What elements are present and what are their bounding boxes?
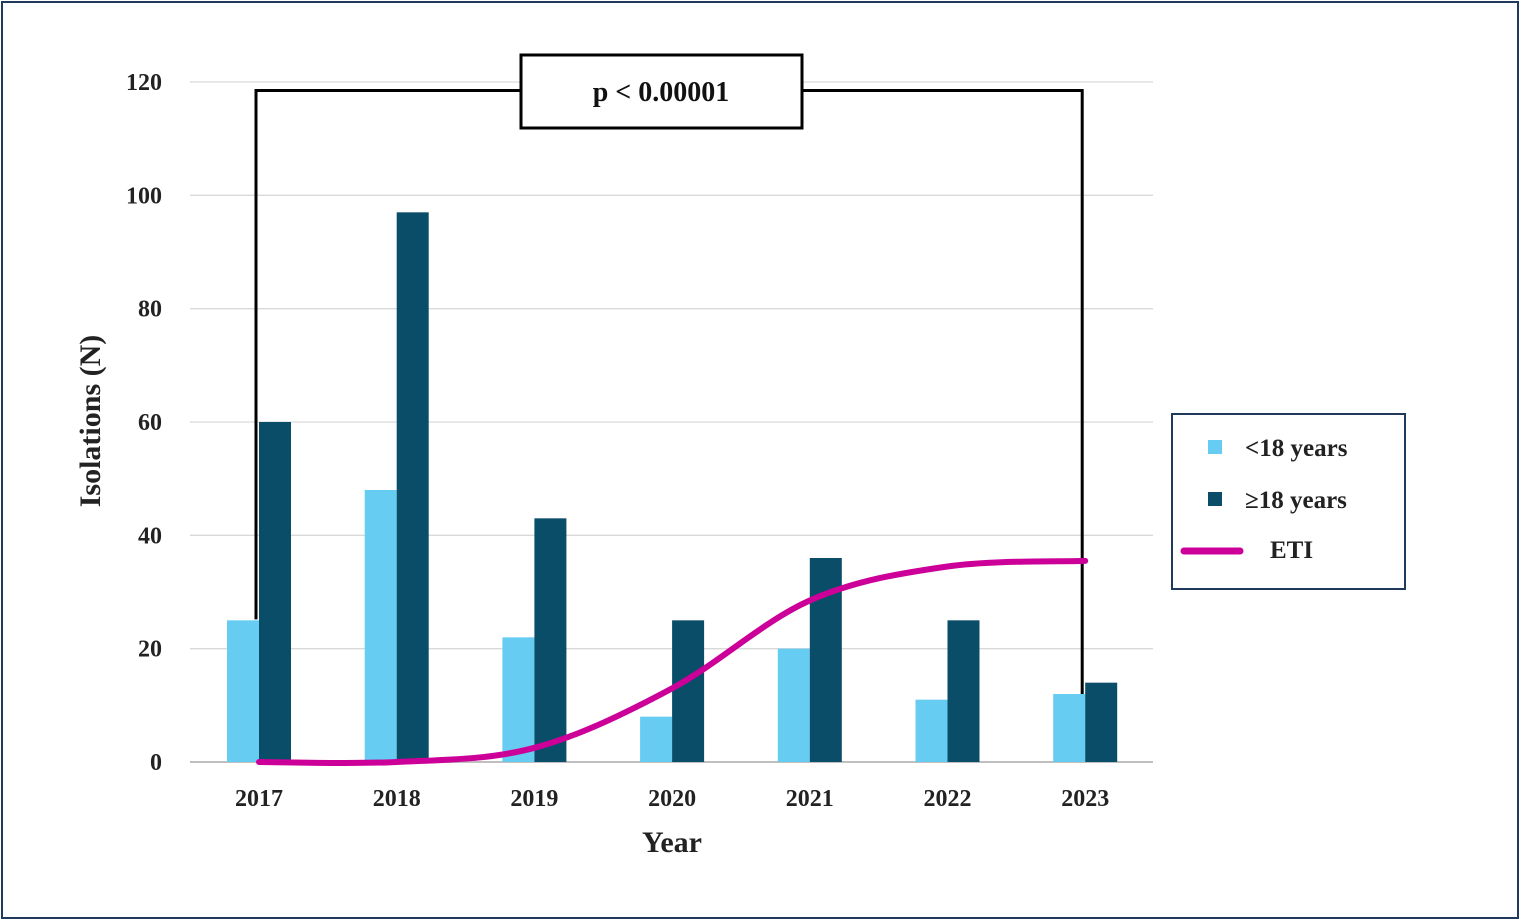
gridlines [190,81,1153,763]
x-tick-label: 2017 [235,786,283,812]
x-axis-title: Year [642,826,702,859]
p-value-box: p < 0.00001 [519,53,804,130]
tick-labels: 0 20 40 60 80 100 120 2017 2018 2019 2020 2021 2022 2… [126,70,1109,812]
bar-18-and-over [1085,682,1118,762]
y-tick-label: 120 [126,70,162,96]
legend: <18 years ≥18 years ETI [1171,413,1406,590]
x-tick-label: 2023 [1061,786,1109,812]
bar-under-18 [502,637,535,762]
p-value-label: p < 0.00001 [593,77,730,108]
y-tick-label: 60 [138,410,162,436]
x-tick-label: 2018 [373,786,421,812]
x-tick-label: 2020 [648,786,696,812]
bar-under-18 [1053,694,1086,762]
bar-under-18 [227,620,259,762]
y-tick-label: 20 [138,637,162,663]
y-tick-label: 100 [126,183,162,209]
y-axis-title: Isolations (N) [74,335,107,508]
bar-under-18 [777,648,810,762]
legend-label-eti: ETI [1270,537,1313,564]
legend-label-18-and-over: ≥18 years [1245,487,1347,514]
bar-18-and-over [396,212,429,763]
bar-under-18 [915,699,948,762]
bar-18-and-over [259,422,291,762]
bars [227,212,1118,763]
eti-line-layer [256,557,1089,767]
y-tick-label: 80 [138,297,162,323]
x-tick-label: 2022 [924,786,972,812]
x-tick-label: 2019 [510,786,558,812]
legend-swatch-18-and-over [1208,492,1222,506]
bar-under-18 [364,490,397,762]
y-tick-label: 0 [150,750,162,776]
bar-18-and-over [672,620,705,762]
legend-swatch-under-18 [1208,440,1222,454]
x-tick-label: 2021 [786,786,834,812]
bar-18-and-over [534,518,567,762]
bar-18-and-over [947,620,980,762]
p-value-box-border [519,53,804,130]
legend-label-under-18: <18 years [1245,435,1348,462]
bar-under-18 [640,716,673,762]
eti-line [256,557,1089,767]
y-tick-label: 40 [138,523,162,549]
